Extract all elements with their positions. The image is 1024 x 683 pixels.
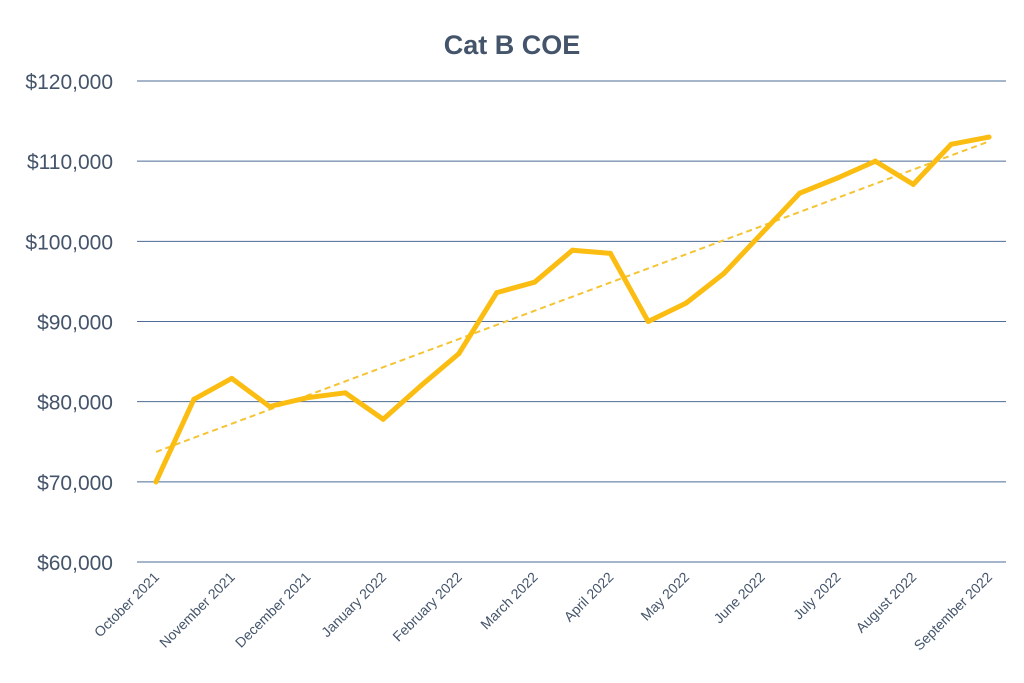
data-point (456, 351, 462, 357)
data-point (191, 396, 197, 402)
trendline (155, 140, 990, 453)
y-tick-label: $70,000 (37, 472, 113, 495)
x-tick-label: June 2022 (710, 569, 768, 627)
data-point (570, 247, 575, 253)
data-point (607, 250, 613, 256)
data-point (645, 319, 651, 324)
data-point (948, 141, 954, 147)
data-point (910, 181, 916, 187)
x-tick-label: September 2022 (911, 569, 996, 654)
data-point (229, 375, 235, 381)
data-point (532, 279, 538, 285)
data-point (153, 479, 159, 485)
y-tick-label: $120,000 (25, 71, 113, 94)
data-point (267, 403, 273, 409)
data-point (721, 270, 727, 276)
data-point (986, 134, 992, 140)
y-tick-label: $100,000 (25, 231, 113, 254)
y-tick-label: $90,000 (37, 312, 113, 335)
y-tick-label: $60,000 (37, 552, 113, 575)
y-tick-label: $110,000 (27, 151, 113, 174)
data-point (759, 230, 765, 236)
y-tick-label: $80,000 (37, 392, 113, 415)
x-tick-label: July 2022 (790, 569, 844, 623)
chart-title: Cat B COE (444, 30, 581, 60)
data-point (418, 383, 424, 389)
gridlines (137, 80, 1006, 563)
x-tick-label: February 2022 (389, 569, 465, 645)
x-tick-label: December 2021 (232, 569, 314, 651)
x-tick-label: May 2022 (637, 569, 692, 624)
data-point (304, 395, 310, 401)
x-tick-label: March 2022 (477, 569, 541, 633)
data-point (835, 175, 841, 181)
series-layer (153, 134, 992, 485)
data-point (342, 390, 348, 396)
x-tick-label: November 2021 (156, 569, 238, 651)
x-tick-label: October 2021 (91, 569, 162, 640)
x-tick-label: January 2022 (318, 569, 389, 640)
data-point (797, 190, 803, 196)
data-point (380, 416, 386, 422)
data-point (683, 300, 689, 306)
y-axis-tick-labels: $60,000 $70,000 $80,000 $90,000 $100,000 $110… (25, 71, 113, 575)
x-tick-label: April 2022 (561, 569, 617, 625)
data-point (872, 158, 878, 164)
x-tick-label: August 2022 (852, 569, 919, 636)
trendline-layer (155, 140, 990, 453)
data-point (494, 290, 500, 296)
